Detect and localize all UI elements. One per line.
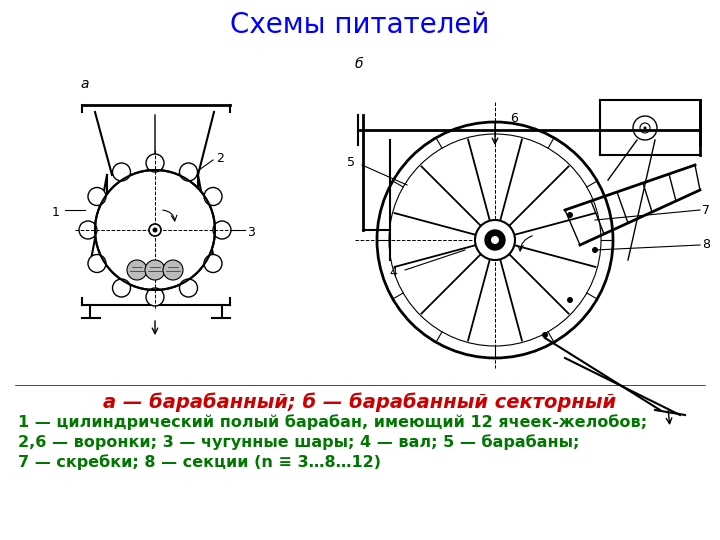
Text: а: а bbox=[80, 77, 89, 91]
Circle shape bbox=[567, 212, 573, 218]
Circle shape bbox=[112, 163, 130, 181]
Text: а — барабанный; б — барабанный секторный: а — барабанный; б — барабанный секторный bbox=[104, 392, 616, 412]
Circle shape bbox=[542, 332, 548, 338]
Text: б: б bbox=[355, 57, 364, 71]
Text: 8: 8 bbox=[702, 239, 710, 252]
Circle shape bbox=[567, 297, 573, 303]
Circle shape bbox=[179, 279, 197, 297]
Circle shape bbox=[88, 187, 106, 206]
Circle shape bbox=[204, 254, 222, 273]
Circle shape bbox=[163, 260, 183, 280]
Circle shape bbox=[491, 236, 499, 244]
Circle shape bbox=[79, 221, 97, 239]
Text: 7: 7 bbox=[702, 204, 710, 217]
Circle shape bbox=[592, 247, 598, 253]
Text: 2: 2 bbox=[216, 152, 224, 165]
Circle shape bbox=[485, 230, 505, 250]
Circle shape bbox=[644, 126, 647, 130]
Text: 2,6 — воронки; 3 — чугунные шары; 4 — вал; 5 — барабаны;: 2,6 — воронки; 3 — чугунные шары; 4 — ва… bbox=[18, 434, 580, 450]
Circle shape bbox=[95, 170, 215, 290]
Circle shape bbox=[475, 220, 515, 260]
Circle shape bbox=[213, 221, 231, 239]
Text: 6: 6 bbox=[510, 111, 518, 125]
Text: 1 — цилиндрический полый барабан, имеющий 12 ячеек-желобов;: 1 — цилиндрический полый барабан, имеющи… bbox=[18, 414, 647, 430]
Text: 7 — скребки; 8 — секции (n ≡ 3…8…12): 7 — скребки; 8 — секции (n ≡ 3…8…12) bbox=[18, 454, 381, 470]
Text: 5: 5 bbox=[347, 156, 355, 168]
Circle shape bbox=[149, 224, 161, 236]
Circle shape bbox=[127, 260, 147, 280]
Circle shape bbox=[146, 154, 164, 172]
Circle shape bbox=[204, 187, 222, 206]
Text: Схемы питателей: Схемы питателей bbox=[230, 11, 490, 39]
Circle shape bbox=[153, 227, 158, 233]
Text: 4: 4 bbox=[389, 266, 397, 279]
Text: 3: 3 bbox=[247, 226, 255, 239]
Circle shape bbox=[146, 288, 164, 306]
Circle shape bbox=[179, 163, 197, 181]
Circle shape bbox=[145, 260, 165, 280]
Circle shape bbox=[88, 254, 106, 273]
Circle shape bbox=[112, 279, 130, 297]
Text: 1: 1 bbox=[52, 206, 60, 219]
